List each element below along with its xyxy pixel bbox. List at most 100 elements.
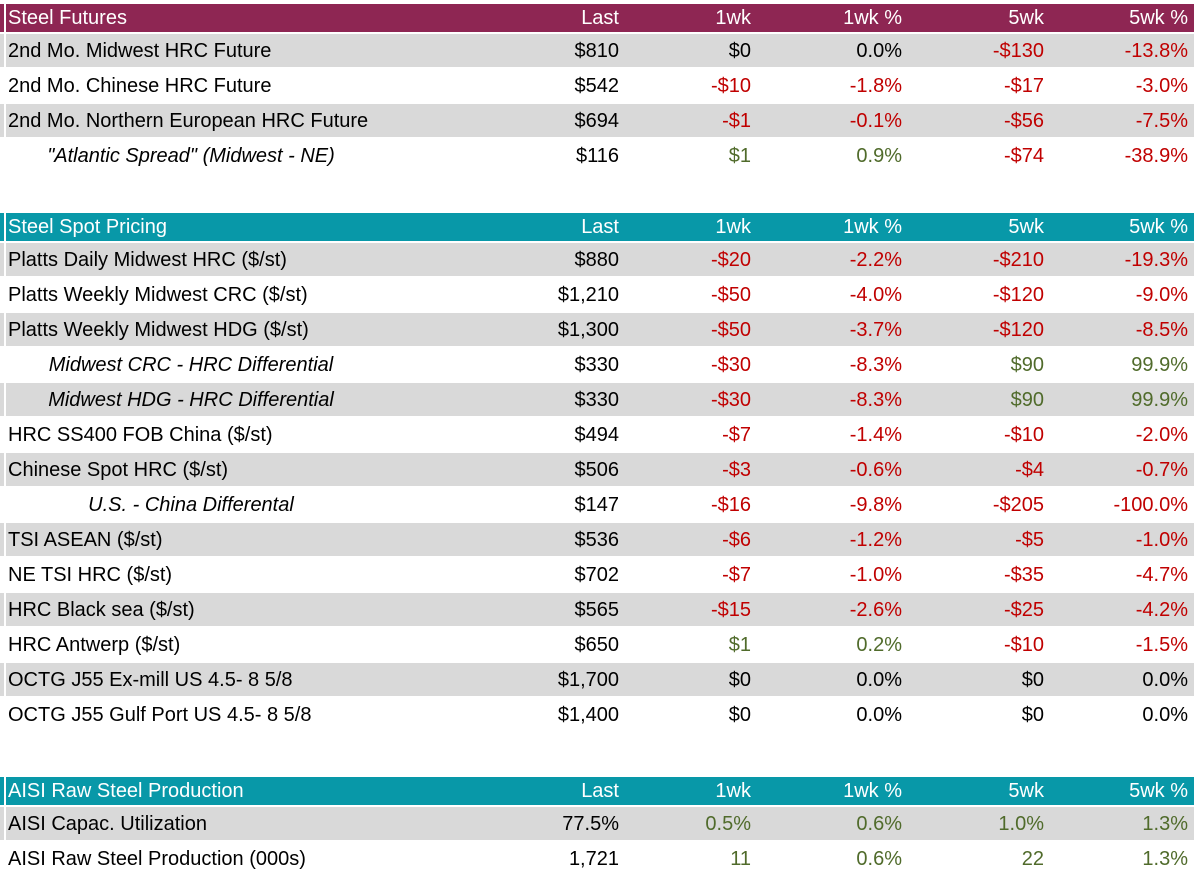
row-label: HRC Black sea ($/st) [8,598,195,621]
col-header-5wk: 5wk % [1129,216,1188,238]
row-value: -$130 [992,39,1044,62]
row-value: 0.0% [1142,703,1188,726]
col-header-5wk: 5wk % [1129,780,1188,802]
row-label: NE TSI HRC ($/st) [8,563,173,586]
row-value: $330 [574,353,620,376]
row-value: $494 [574,423,620,446]
row-value: -3.7% [849,318,902,341]
row-value: 0.2% [856,633,902,656]
row-value: -0.7% [1135,458,1188,481]
col-header-last: Last [581,780,619,802]
row-value: -$3 [722,458,751,481]
table-row: Midwest HDG - HRC Differential $330 -$30 -8… [0,383,1194,416]
row-value: -7.5% [1135,109,1188,132]
row-value: -1.5% [1135,633,1188,656]
row-value: -4.0% [849,283,902,306]
row-value: $536 [574,528,620,551]
table-row: 2nd Mo. Chinese HRC Future $542 -$10 -1.8% -… [0,69,1194,102]
row-value: -1.0% [1135,528,1188,551]
row-value: 0.6% [856,847,902,870]
row-value: $1 [728,144,751,167]
row-label: 2nd Mo. Chinese HRC Future [8,74,272,97]
col-header-1wk: 1wk [715,780,751,802]
row-value: -$30 [710,388,751,411]
section-header-3: AISI Raw Steel Production Last 1wk 1wk % 5wk… [0,777,1194,805]
row-value: -2.2% [849,248,902,271]
row-value: $565 [574,598,620,621]
row-value: 0.5% [705,812,751,835]
row-value: $1,210 [557,283,619,306]
row-label: HRC SS400 FOB China ($/st) [8,423,273,446]
row-value: 1.3% [1142,847,1188,870]
row-value: $694 [574,109,620,132]
row-value: -$6 [722,528,751,551]
row-value: -3.0% [1135,74,1188,97]
row-value: -2.6% [849,598,902,621]
row-value: $542 [574,74,620,97]
row-value: -9.0% [1135,283,1188,306]
row-value: -$210 [992,248,1044,271]
row-label: Chinese Spot HRC ($/st) [8,458,229,481]
row-value: $1,300 [557,318,619,341]
row-value: $90 [1010,353,1044,376]
row-value: -$50 [710,283,751,306]
col-header-5wk: 5wk [1008,7,1044,29]
row-value: -$56 [1003,109,1044,132]
row-value: $702 [574,563,620,586]
row-value: $650 [574,633,620,656]
row-value: 11 [730,847,751,870]
row-label: TSI ASEAN ($/st) [8,528,163,551]
table-row: OCTG J55 Gulf Port US 4.5- 8 5/8 $1,400 $0… [0,698,1194,731]
col-header-5wk: 5wk [1008,780,1044,802]
row-label: 2nd Mo. Northern European HRC Future [8,109,369,132]
table-row: AISI Raw Steel Production (000s) 1,721 11 0… [0,842,1194,875]
row-value: $0 [728,703,751,726]
row-value: -2.0% [1135,423,1188,446]
row-value: -13.8% [1124,39,1188,62]
row-value: -$16 [710,493,751,516]
row-value: -$4 [1015,458,1044,481]
row-label: Midwest HDG - HRC Differential [48,388,334,411]
row-value: 0.0% [856,39,902,62]
row-value: $116 [575,144,619,167]
row-value: $0 [1021,668,1044,691]
row-label: Platts Weekly Midwest HDG ($/st) [8,318,309,341]
row-label: Platts Daily Midwest HRC ($/st) [8,248,287,271]
row-value: -8.3% [849,388,902,411]
col-header-1wk: 1wk % [843,780,902,802]
row-label: Midwest CRC - HRC Differential [48,353,334,376]
row-value: -$10 [710,74,751,97]
row-value: 1.0% [998,812,1044,835]
row-value: -0.6% [849,458,902,481]
table-row: TSI ASEAN ($/st) $536 -$6 -1.2% -$5 -1.0% [0,523,1194,556]
table-row: "Atlantic Spread" (Midwest - NE) $116 $1 0.… [0,139,1194,172]
row-value: -$10 [1003,423,1044,446]
row-value: -1.8% [849,74,902,97]
row-value: -9.8% [849,493,902,516]
table-row: Platts Daily Midwest HRC ($/st) $880 -$20 -… [0,243,1194,276]
row-value: -$74 [1003,144,1044,167]
row-value: -$5 [1015,528,1044,551]
row-value: -$30 [710,353,751,376]
row-value: 99.9% [1131,353,1188,376]
row-value: -$1 [722,109,751,132]
row-value: -38.9% [1124,144,1188,167]
row-label: 2nd Mo. Midwest HRC Future [8,39,272,62]
col-header-last: Last [581,7,619,29]
row-value: -$15 [710,598,751,621]
row-value: $147 [574,493,620,516]
col-header-5wk: 5wk [1008,216,1044,238]
table-row: Platts Weekly Midwest CRC ($/st) $1,210 -$… [0,278,1194,311]
row-value: $1,700 [557,668,619,691]
row-label: AISI Capac. Utilization [8,812,207,835]
row-value: 0.6% [856,812,902,835]
row-value: $330 [574,388,620,411]
table-row: Platts Weekly Midwest HDG ($/st) $1,300 -$… [0,313,1194,346]
row-value: -$17 [1003,74,1044,97]
row-value: -$205 [992,493,1044,516]
table-row: OCTG J55 Ex-mill US 4.5- 8 5/8 $1,700 $0 0.… [0,663,1194,696]
col-header-1wk: 1wk [715,7,751,29]
section-header-2: Steel Spot Pricing Last 1wk 1wk % 5wk 5wk % [0,213,1194,241]
row-label: OCTG J55 Ex-mill US 4.5- 8 5/8 [8,668,293,691]
